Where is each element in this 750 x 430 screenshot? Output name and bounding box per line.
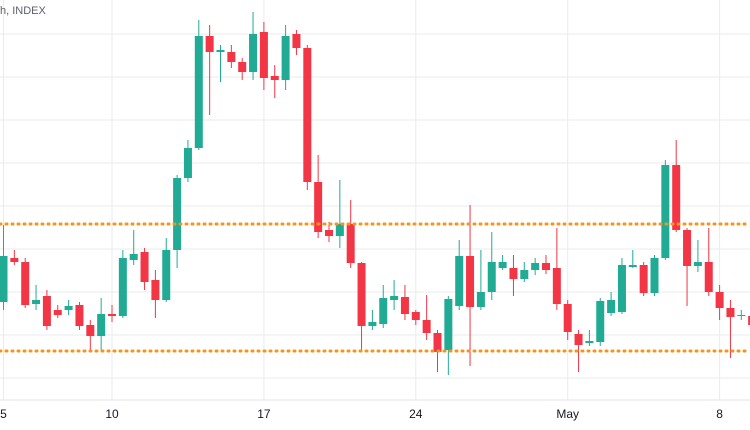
candle-body xyxy=(270,76,279,80)
candle-body xyxy=(325,230,333,236)
candles xyxy=(0,12,750,375)
candle-body xyxy=(259,32,268,78)
candle-body xyxy=(704,262,713,292)
candle-body xyxy=(585,341,594,343)
x-tick-label: 24 xyxy=(409,407,423,421)
candle-body xyxy=(151,280,160,300)
candle-body xyxy=(390,296,399,300)
candle-body xyxy=(10,258,19,262)
candle-body xyxy=(552,268,561,304)
candle-body xyxy=(227,52,236,62)
candle-body xyxy=(650,258,659,293)
candle-body xyxy=(411,312,420,320)
candle-body xyxy=(108,314,116,316)
candle-body xyxy=(607,300,616,313)
candle-body xyxy=(487,262,496,292)
candle-body xyxy=(194,36,203,148)
candle-body xyxy=(42,296,51,326)
candle-body xyxy=(368,322,377,326)
candle-body xyxy=(129,254,138,260)
candle-body xyxy=(32,300,41,304)
candle-body xyxy=(75,305,84,326)
candle-body xyxy=(433,333,442,352)
candle-body xyxy=(216,50,225,52)
candle-body xyxy=(118,258,127,316)
candle-body xyxy=(303,48,312,182)
header: h, INDEX xyxy=(0,5,47,17)
candle-body xyxy=(617,265,626,312)
candle-body xyxy=(563,304,572,332)
candle-body xyxy=(173,178,182,250)
candle-body xyxy=(672,165,681,230)
candle-body xyxy=(183,148,192,178)
candle-body xyxy=(715,292,724,308)
candle-body xyxy=(162,250,171,300)
candle-body xyxy=(400,297,409,314)
grid xyxy=(0,0,750,400)
candle-body xyxy=(249,34,258,72)
candle-body xyxy=(422,320,431,333)
candle-body xyxy=(455,256,464,306)
candle-body xyxy=(520,270,529,279)
candle-body xyxy=(238,62,247,72)
candle-body xyxy=(509,268,518,279)
candle-body xyxy=(97,314,106,336)
candle-body xyxy=(661,165,670,258)
candle-body xyxy=(542,263,550,270)
candle-body xyxy=(0,256,8,302)
candle-body xyxy=(53,310,62,315)
candle-body xyxy=(444,299,453,350)
x-tick-label: 17 xyxy=(257,407,271,421)
candle-body xyxy=(737,315,746,316)
candle-body xyxy=(693,262,702,266)
candle-body xyxy=(498,262,507,268)
candle-body xyxy=(466,256,475,307)
candle-body xyxy=(140,252,149,282)
candle-body xyxy=(683,230,692,266)
candle-body xyxy=(314,182,323,232)
x-tick-label: 5 xyxy=(0,407,7,421)
candle-body xyxy=(292,34,301,48)
x-tick-label: May xyxy=(556,407,579,421)
candle-body xyxy=(476,292,485,307)
candle-body xyxy=(281,36,290,80)
candle-body xyxy=(335,224,344,236)
candle-body xyxy=(639,265,648,293)
candle-body xyxy=(64,306,73,310)
candle-body xyxy=(748,316,750,325)
candle-body xyxy=(357,263,366,326)
candle-body xyxy=(346,224,355,263)
x-tick-label: 10 xyxy=(105,407,119,421)
candle-body xyxy=(726,308,735,317)
candle-body xyxy=(628,265,637,267)
candle-body xyxy=(21,262,30,305)
x-axis-labels: 5 10 17 24 May 8 xyxy=(0,407,723,421)
candle-body xyxy=(205,36,214,52)
candle-body xyxy=(596,301,605,342)
candle-body xyxy=(531,263,540,270)
x-tick-label: 8 xyxy=(716,407,723,421)
candle-body xyxy=(574,334,583,345)
candle-body xyxy=(86,325,95,336)
candle-body xyxy=(379,298,388,324)
